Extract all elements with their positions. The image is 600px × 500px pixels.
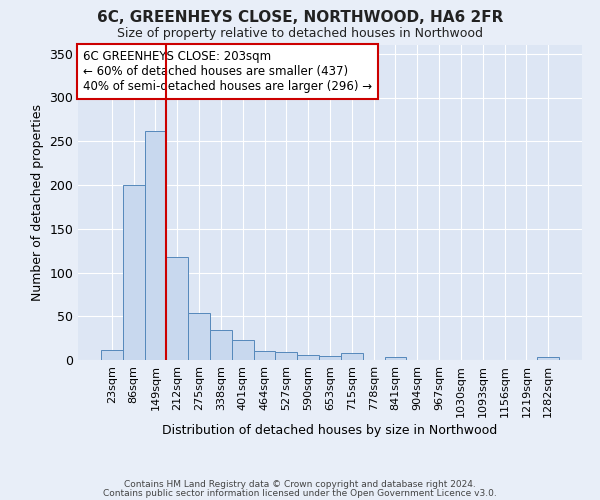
Bar — [319, 356, 341, 360]
Bar — [275, 352, 297, 360]
Bar — [254, 351, 275, 360]
Text: Contains HM Land Registry data © Crown copyright and database right 2024.: Contains HM Land Registry data © Crown c… — [124, 480, 476, 489]
Y-axis label: Number of detached properties: Number of detached properties — [31, 104, 44, 301]
Bar — [188, 313, 210, 360]
Bar — [101, 350, 123, 360]
Bar — [145, 130, 166, 360]
Bar — [123, 185, 145, 360]
Bar — [385, 356, 406, 360]
Bar — [166, 257, 188, 360]
Bar — [297, 355, 319, 360]
Text: Size of property relative to detached houses in Northwood: Size of property relative to detached ho… — [117, 28, 483, 40]
Text: 6C, GREENHEYS CLOSE, NORTHWOOD, HA6 2FR: 6C, GREENHEYS CLOSE, NORTHWOOD, HA6 2FR — [97, 10, 503, 25]
Bar — [341, 353, 363, 360]
X-axis label: Distribution of detached houses by size in Northwood: Distribution of detached houses by size … — [163, 424, 497, 437]
Bar — [210, 330, 232, 360]
Text: 6C GREENHEYS CLOSE: 203sqm
← 60% of detached houses are smaller (437)
40% of sem: 6C GREENHEYS CLOSE: 203sqm ← 60% of deta… — [83, 50, 372, 92]
Bar — [537, 358, 559, 360]
Bar — [232, 340, 254, 360]
Text: Contains public sector information licensed under the Open Government Licence v3: Contains public sector information licen… — [103, 488, 497, 498]
